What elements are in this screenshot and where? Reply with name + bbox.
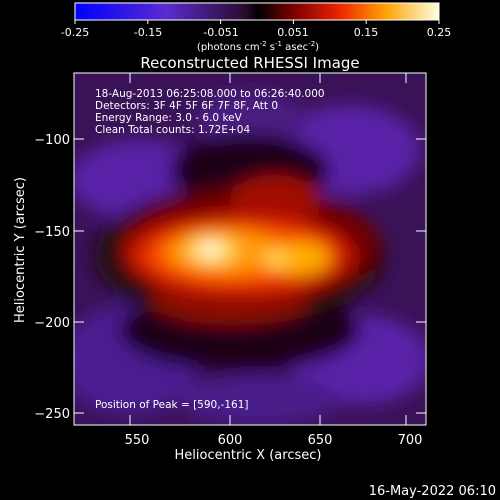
timestamp: 16-May-2022 06:10 [369, 484, 496, 499]
x-tick-label: 550 [125, 433, 150, 448]
x-tick-label: 600 [218, 433, 243, 448]
colorbar-tick-label: 0.15 [354, 26, 379, 39]
y-tick-label: −250 [34, 407, 70, 422]
rhessi-image [74, 73, 426, 425]
plot-title: Reconstructed RHESSI Image [140, 54, 359, 72]
axis-ticks [74, 73, 426, 425]
x-tick-label: 700 [398, 433, 423, 448]
colorbar-gradient [74, 2, 440, 21]
colorbar-ticks [74, 20, 440, 24]
colorbar-tick-label: -0.051 [203, 26, 238, 39]
info-energy-range: Energy Range: 3.0 - 6.0 keV [95, 112, 243, 124]
colorbar-tick-label: -0.25 [61, 26, 89, 39]
info-clean-counts: Clean Total counts: 1.72E+04 [95, 124, 250, 136]
info-detectors: Detectors: 3F 4F 5F 6F 7F 8F, Att 0 [95, 100, 278, 112]
peak-position: Position of Peak = [590,-161] [95, 399, 249, 411]
y-tick-label: −200 [34, 316, 70, 331]
info-time-range: 18-Aug-2013 06:25:08.000 to 06:26:40.000 [95, 88, 325, 100]
y-axis-title: Heliocentric Y (arcsec) [13, 177, 28, 323]
colorbar-tick-label: -0.15 [134, 26, 162, 39]
colorbar: -0.25 -0.15 -0.051 0.051 0.15 0.25 (phot… [61, 2, 452, 53]
x-tick-label: 650 [308, 433, 333, 448]
plot-frame [73, 72, 427, 426]
info-block: 18-Aug-2013 06:25:08.000 to 06:26:40.000… [95, 88, 325, 136]
colorbar-tick-label: 0.051 [277, 26, 309, 39]
colorbar-unit: (photons cm-2 s-1 asec-2) [197, 40, 319, 53]
y-tick-label: −100 [34, 133, 70, 148]
colorbar-tick-label: 0.25 [427, 26, 452, 39]
x-axis-title: Heliocentric X (arcsec) [175, 448, 322, 463]
y-tick-label: −150 [34, 225, 70, 240]
